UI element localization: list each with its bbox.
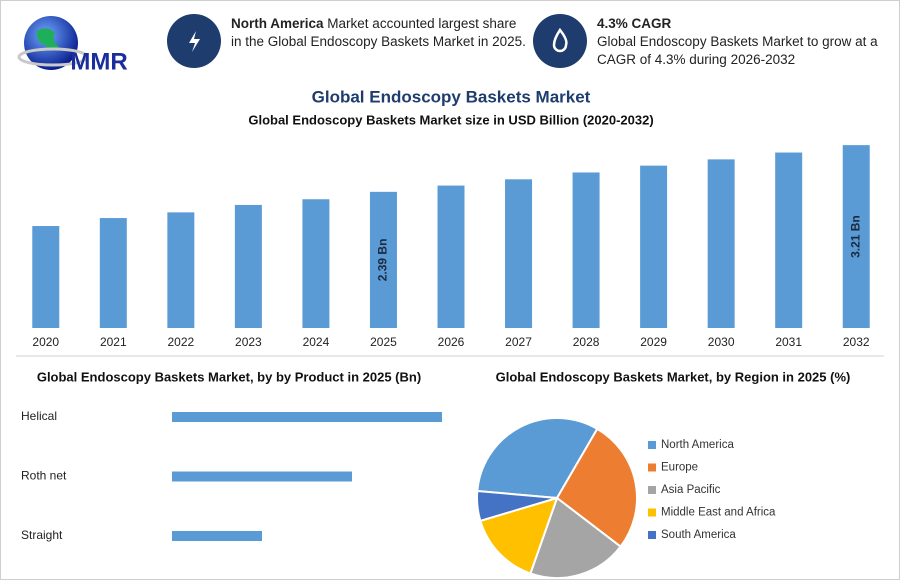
page-title: Global Endoscopy Baskets Market [312,87,591,106]
bar [505,179,533,328]
x-tick-label: 2023 [235,335,262,349]
legend-swatch [648,531,656,539]
chart-title: Global Endoscopy Baskets Market, by Regi… [496,369,851,384]
category-label: Roth net [21,469,67,483]
bar [437,185,465,328]
x-tick-label: 2020 [32,335,59,349]
bar [172,531,262,541]
x-tick-label: 2025 [370,335,397,349]
legend-label: Middle East and Africa [661,507,776,519]
legend-label: Asia Pacific [661,484,721,496]
x-tick-label: 2031 [775,335,802,349]
info-box: North America Market accounted largest s… [231,15,526,51]
chart-title: Global Endoscopy Baskets Market, by by P… [37,369,421,384]
legend-swatch [648,441,656,449]
info-icon [533,14,587,68]
bar [172,412,442,422]
chart-title: Global Endoscopy Baskets Market size in … [248,112,653,127]
bar [234,204,262,328]
info-text: Market accounted largest share in the Gl… [231,16,526,49]
bar [572,172,600,328]
pie-slice [476,417,599,500]
drop-icon [552,27,568,53]
bar [167,212,195,328]
value-label: 2.39 Bn [376,239,390,282]
legend-label: Europe [661,462,698,474]
bar [302,199,330,328]
bar [707,159,735,328]
logo-text: MMR [70,48,127,75]
x-tick-label: 2029 [640,335,667,349]
category-label: Straight [21,528,63,542]
legend-label: South America [661,529,736,541]
legend-swatch [648,508,656,517]
bar [369,191,397,328]
info-bold: 4.3% CAGR [597,16,672,31]
x-tick-label: 2028 [573,335,600,349]
bar [99,218,127,328]
x-tick-label: 2027 [505,335,532,349]
info-bold: North America [231,16,324,31]
logo-ring [17,47,89,67]
value-label: 3.21 Bn [848,215,862,258]
bar [32,226,60,328]
logo-land [36,28,59,50]
pie-slice [476,489,558,523]
legend-label: North America [661,439,734,451]
x-tick-label: 2026 [438,335,465,349]
category-label: Helical [21,409,57,423]
info-box: 4.3% CAGR Global Endoscopy Baskets Market… [597,15,892,69]
bolt-icon [189,31,200,52]
x-tick-label: 2032 [843,335,870,349]
bar [640,165,668,328]
legend-swatch [648,463,656,472]
pie-slice [529,496,622,579]
pie-slice [479,496,559,575]
bar [842,145,870,328]
info-text: Global Endoscopy Baskets Market to grow … [597,34,878,67]
legend-swatch [648,486,656,494]
pie-slice [555,427,638,548]
bar [172,471,352,482]
x-tick-label: 2030 [708,335,735,349]
x-tick-label: 2021 [100,335,127,349]
bar [775,152,803,328]
x-tick-label: 2022 [167,335,194,349]
x-tick-label: 2024 [303,335,330,349]
